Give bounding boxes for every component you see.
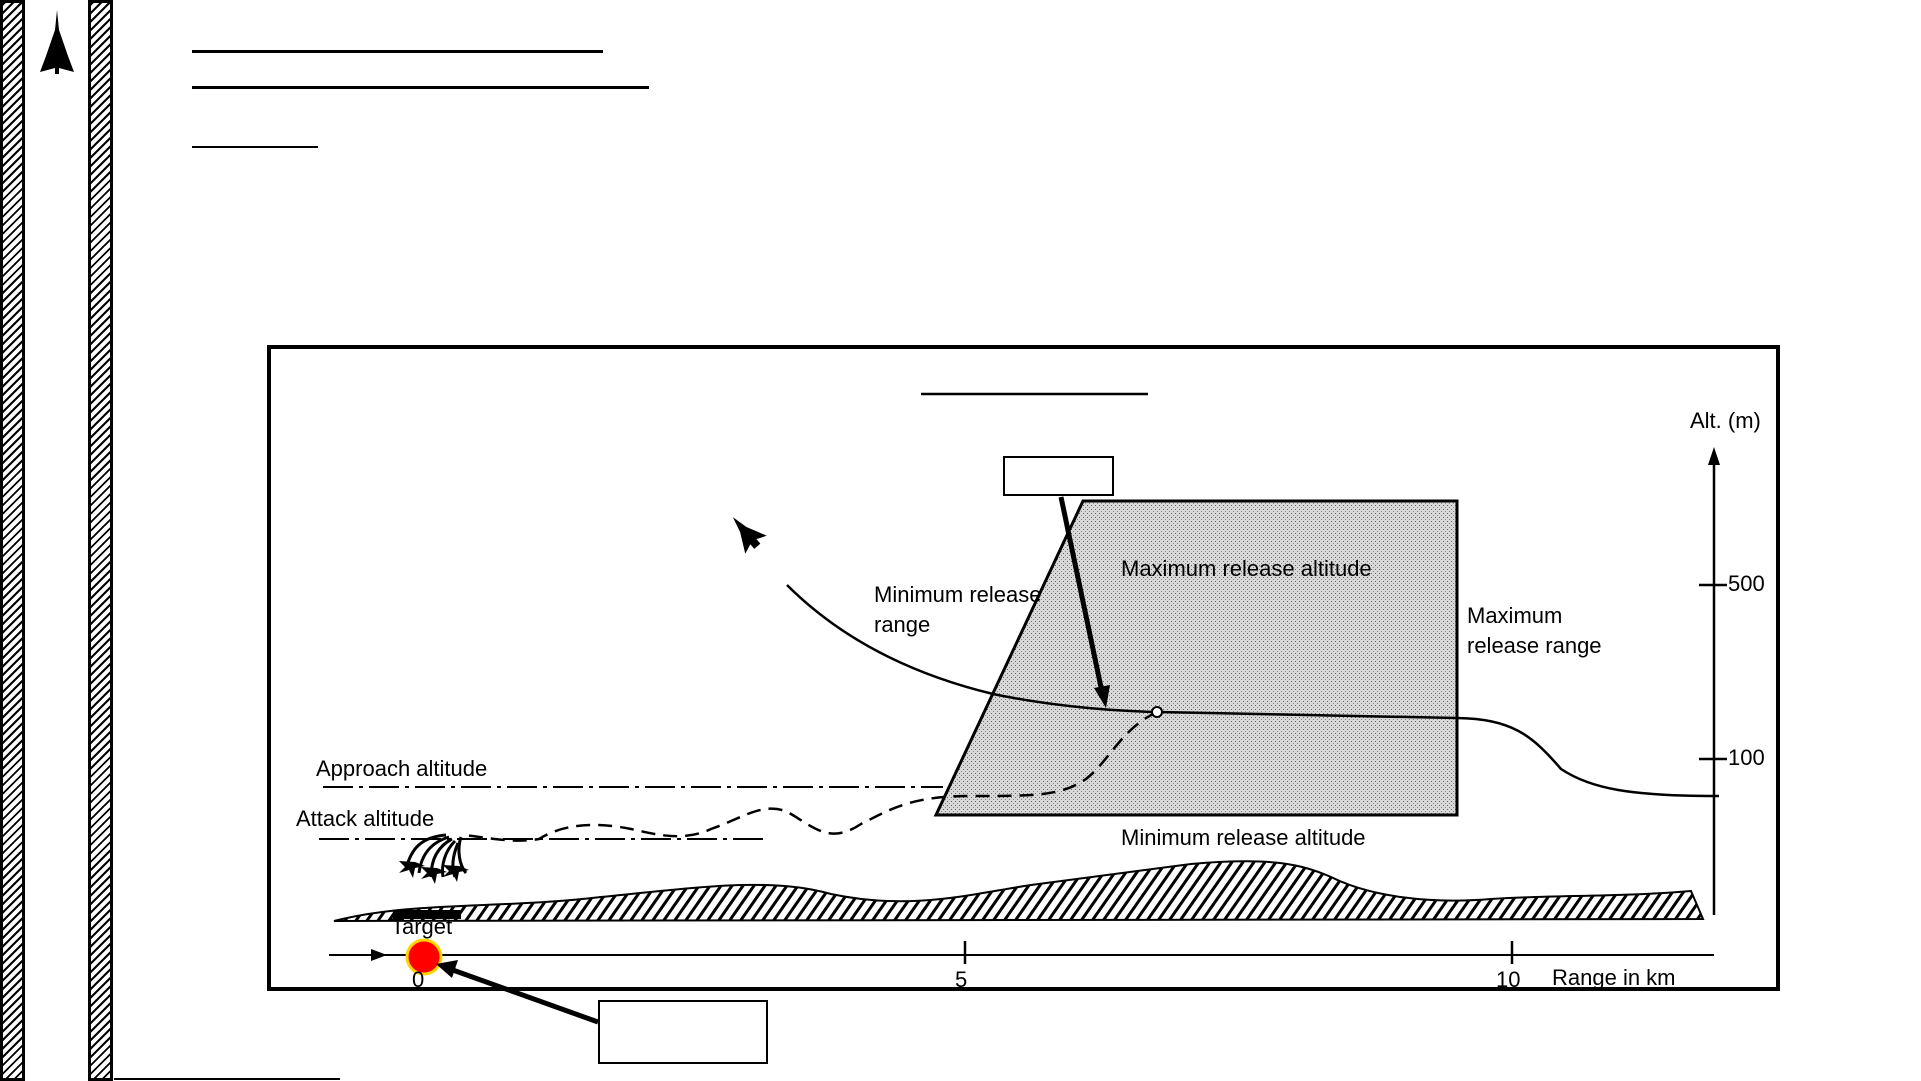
target-label: Target [391,914,453,939]
altitude-axis-arrow-icon [1708,447,1720,465]
range-tick-label-5: 5 [955,967,968,992]
callout-box-target [598,1000,768,1064]
range-axis-arrow-icon [371,949,387,961]
range-tick-label-0: 0 [412,967,425,992]
min-release-range-label: Minimum release range [874,582,1042,637]
release-envelope-diagram [319,392,1727,976]
approach-altitude-label: Approach altitude [316,756,488,781]
altitude-axis-label: Alt. (m) [1690,408,1761,433]
range-tick-label-10: 10 [1496,967,1521,992]
callout-box-release-point [1003,456,1114,496]
title-underline [192,50,603,53]
attack-flight-path [460,710,1158,842]
aircraft-icon [732,517,767,554]
right-hatched-border [88,0,113,1081]
min-release-altitude-label: Minimum release altitude [1121,825,1366,850]
target-block [393,910,461,919]
subtitle-underline [192,86,649,89]
alt-tick-label-100: 100 [1728,745,1765,770]
max-release-altitude-label: Maximum release altitude [1121,556,1372,581]
aircraft-logo-icon [40,10,74,74]
attack-altitude-label: Attack altitude [296,806,435,831]
max-release-range-label: Maximum release range [1467,603,1602,658]
target-marker [405,938,443,976]
release-point [1151,706,1163,718]
flight-path [786,584,1720,798]
alt-tick-label-500: 500 [1728,571,1765,596]
bomblet-cluster-icon [399,833,469,884]
left-hatched-border [0,0,25,1081]
section-underline [192,146,318,148]
release-envelope-figure: Alt. (m) 500 100 0 5 10 Range in km Maxi… [267,345,1780,992]
footer-rule [114,1078,340,1080]
release-zone [933,499,1459,817]
range-axis-label: Range in km [1552,965,1676,990]
terrain [333,860,1705,922]
